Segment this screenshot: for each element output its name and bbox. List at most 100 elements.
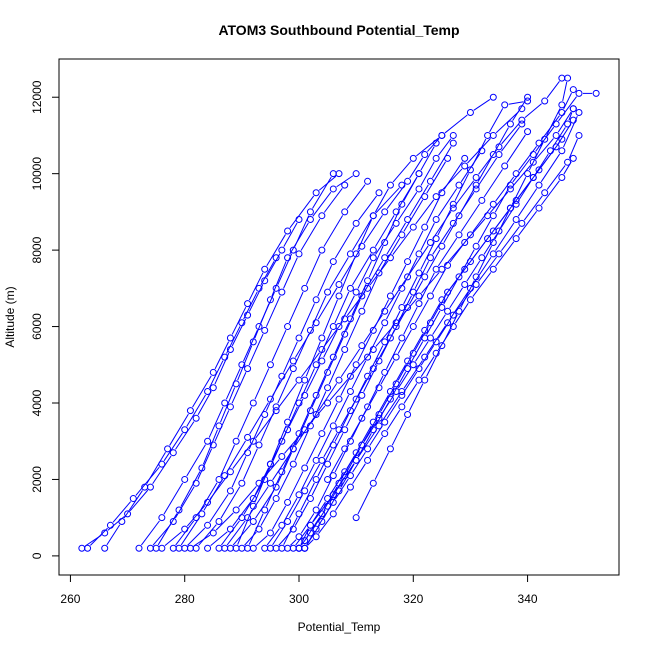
data-point: [364, 277, 372, 285]
data-point: [324, 495, 332, 503]
series-segment: [403, 383, 418, 404]
series-segment: [374, 188, 389, 213]
series-segment: [271, 505, 287, 530]
series-segment: [197, 448, 213, 480]
data-point: [461, 281, 469, 289]
data-point: [404, 273, 412, 281]
data-point: [341, 468, 349, 476]
series-segment: [495, 203, 515, 229]
data-point: [444, 319, 452, 327]
series-segment: [340, 295, 355, 324]
data-point: [346, 483, 354, 491]
data-point: [398, 181, 406, 189]
series-segment: [409, 280, 424, 305]
data-point: [386, 395, 394, 403]
series-segment: [518, 145, 538, 171]
data-point: [541, 97, 549, 105]
series-segment: [300, 482, 315, 511]
series-segment: [288, 383, 304, 419]
series-segment: [237, 509, 253, 545]
series-segment: [300, 368, 315, 400]
data-point: [221, 472, 229, 480]
data-point: [329, 441, 337, 449]
data-point: [352, 395, 360, 403]
data-point: [329, 323, 337, 331]
series-layer: [78, 74, 600, 552]
data-point: [204, 498, 212, 506]
data-point: [312, 361, 320, 369]
series-segment: [511, 177, 527, 205]
series-segment: [449, 291, 469, 320]
data-point: [415, 269, 423, 277]
series-segment: [237, 345, 253, 381]
data-point: [249, 544, 257, 552]
series-segment: [231, 372, 247, 404]
data-point: [529, 151, 537, 159]
data-point: [381, 238, 389, 246]
data-point: [255, 441, 263, 449]
series-segment: [494, 188, 509, 213]
series-15: [261, 147, 486, 552]
data-point: [352, 219, 360, 227]
series-segment: [305, 253, 321, 285]
data-point: [358, 307, 366, 315]
data-point: [312, 391, 320, 399]
data-point: [421, 151, 429, 159]
series-26: [352, 74, 572, 522]
data-point: [272, 544, 280, 552]
series-segment: [403, 360, 423, 389]
data-point: [249, 502, 257, 510]
series-segment: [420, 222, 435, 251]
series-segment: [90, 527, 108, 546]
chart-title: ATOM3 Southbound Potential_Temp: [218, 22, 459, 38]
series-segment: [483, 234, 498, 255]
series-segment: [248, 333, 264, 366]
data-point: [266, 544, 274, 552]
data-point: [135, 544, 143, 552]
series-segment: [186, 444, 206, 477]
data-point: [215, 544, 223, 552]
series-segment: [248, 284, 264, 312]
series-segment: [163, 432, 183, 462]
data-point: [215, 422, 223, 430]
series-segment: [169, 413, 189, 446]
data-point: [244, 449, 252, 457]
data-point: [226, 544, 234, 552]
data-point: [558, 135, 566, 143]
series-segment: [334, 444, 350, 473]
series-segment: [312, 176, 332, 209]
series-segment: [272, 524, 286, 546]
series-segment: [409, 245, 429, 274]
data-point: [575, 131, 583, 139]
data-point: [295, 216, 303, 224]
data-point: [266, 361, 274, 369]
data-point: [335, 170, 343, 178]
series-segment: [437, 207, 452, 236]
data-point: [426, 254, 434, 262]
data-point: [438, 131, 446, 139]
series-segment: [197, 390, 212, 416]
series-segment: [226, 520, 246, 546]
data-point: [432, 235, 440, 243]
series-segment: [380, 394, 401, 423]
data-point: [449, 131, 457, 139]
series-segment: [237, 406, 253, 438]
series-22: [289, 109, 583, 552]
data-point: [318, 212, 326, 220]
series-segment: [444, 245, 463, 267]
series-segment: [471, 138, 487, 167]
series-segment: [386, 222, 406, 255]
series-segment: [323, 494, 338, 519]
series-segment: [265, 444, 281, 476]
series-segment: [340, 463, 355, 488]
data-point: [204, 521, 212, 529]
series-segment: [283, 437, 298, 469]
series-segment: [295, 417, 315, 446]
series-segment: [112, 501, 132, 523]
data-point: [501, 101, 509, 109]
series-segment: [283, 497, 298, 523]
data-point: [438, 242, 446, 250]
series-segment: [283, 517, 298, 545]
series-segment: [198, 524, 217, 546]
data-point: [455, 231, 463, 239]
